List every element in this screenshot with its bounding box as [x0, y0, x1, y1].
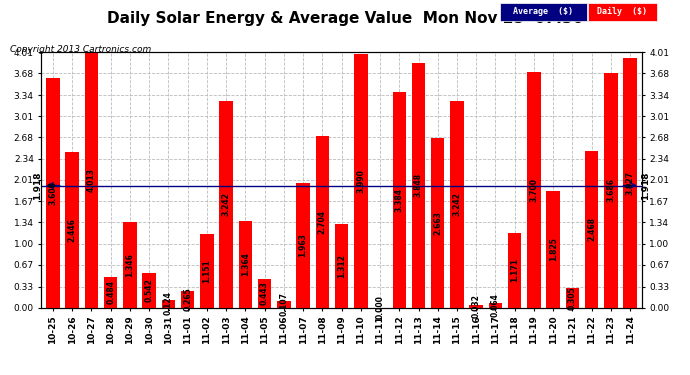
Bar	[354, 54, 368, 307]
Text: 3.686: 3.686	[607, 178, 615, 202]
Bar	[219, 101, 233, 308]
Text: 1.312: 1.312	[337, 254, 346, 278]
Bar	[469, 306, 483, 308]
Text: 0.064: 0.064	[491, 294, 500, 317]
Text: 4.013: 4.013	[87, 168, 96, 192]
Bar	[335, 224, 348, 308]
Bar	[546, 192, 560, 308]
Text: 1.364: 1.364	[241, 252, 250, 276]
Bar	[451, 101, 464, 308]
Bar	[46, 78, 59, 308]
Bar	[142, 273, 156, 308]
Text: 3.242: 3.242	[453, 192, 462, 216]
Bar	[258, 279, 271, 308]
Text: 2.446: 2.446	[68, 218, 77, 242]
Text: 1.918: 1.918	[641, 171, 650, 200]
Bar	[624, 58, 637, 308]
Bar	[124, 222, 137, 308]
Text: 0.305: 0.305	[568, 286, 577, 310]
Bar	[508, 233, 522, 308]
Bar	[181, 291, 195, 308]
Text: 1.346: 1.346	[126, 253, 135, 277]
Text: Copyright 2013 Cartronics.com: Copyright 2013 Cartronics.com	[10, 45, 152, 54]
Bar	[104, 277, 117, 308]
Bar	[412, 63, 425, 308]
Text: 1.825: 1.825	[549, 237, 558, 261]
Text: 0.000: 0.000	[375, 296, 384, 320]
Text: 1.171: 1.171	[510, 258, 519, 282]
Bar	[489, 303, 502, 307]
Text: 3.608: 3.608	[48, 181, 57, 205]
Text: 0.032: 0.032	[472, 294, 481, 318]
Bar	[277, 301, 290, 307]
Bar	[566, 288, 579, 308]
Text: 0.107: 0.107	[279, 292, 288, 316]
Bar	[585, 150, 598, 308]
Bar	[604, 73, 618, 308]
Bar	[66, 152, 79, 308]
Bar	[527, 72, 541, 308]
Text: 0.443: 0.443	[260, 282, 269, 305]
Bar	[315, 135, 329, 308]
Text: 3.927: 3.927	[626, 171, 635, 195]
Text: 0.542: 0.542	[145, 278, 154, 302]
Text: Daily Solar Energy & Average Value  Mon Nov 25  07:30: Daily Solar Energy & Average Value Mon N…	[107, 11, 583, 26]
Bar	[296, 183, 310, 308]
Bar	[431, 138, 444, 308]
Text: 3.990: 3.990	[356, 169, 365, 193]
Text: 3.242: 3.242	[221, 192, 230, 216]
Bar	[85, 52, 98, 308]
Text: 0.265: 0.265	[183, 287, 192, 311]
Text: Daily  ($): Daily ($)	[598, 7, 647, 16]
Text: 1.963: 1.963	[299, 233, 308, 257]
Text: 2.468: 2.468	[587, 217, 596, 241]
Bar	[239, 221, 252, 308]
Text: 0.484: 0.484	[106, 280, 115, 304]
Text: 2.663: 2.663	[433, 211, 442, 235]
Text: 3.700: 3.700	[529, 178, 538, 202]
Bar	[161, 300, 175, 307]
Text: 1.918: 1.918	[33, 171, 42, 200]
Text: Average  ($): Average ($)	[513, 7, 573, 16]
Text: 1.151: 1.151	[202, 259, 211, 283]
Bar	[393, 92, 406, 308]
Bar	[200, 234, 214, 308]
Text: 0.124: 0.124	[164, 292, 173, 315]
Text: 2.704: 2.704	[318, 210, 327, 234]
Text: 3.384: 3.384	[395, 188, 404, 212]
Text: 3.848: 3.848	[414, 173, 423, 197]
